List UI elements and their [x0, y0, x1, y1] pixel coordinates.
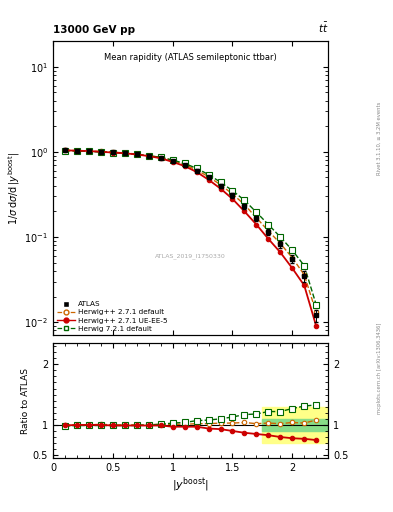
Text: Rivet 3.1.10, ≥ 3.2M events: Rivet 3.1.10, ≥ 3.2M events	[377, 101, 382, 175]
Bar	[263, 407, 328, 443]
Text: Mean rapidity (ATLAS semileptonic ttbar): Mean rapidity (ATLAS semileptonic ttbar)	[104, 53, 277, 62]
Text: $t\bar{t}$: $t\bar{t}$	[318, 20, 328, 35]
Bar	[263, 419, 328, 431]
Legend: ATLAS, Herwig++ 2.7.1 default, Herwig++ 2.7.1 UE-EE-5, Herwig 7.2.1 default: ATLAS, Herwig++ 2.7.1 default, Herwig++ …	[57, 301, 168, 332]
Text: mcplots.cern.ch [arXiv:1306.3436]: mcplots.cern.ch [arXiv:1306.3436]	[377, 323, 382, 414]
Text: ATLAS_2019_I1750330: ATLAS_2019_I1750330	[155, 253, 226, 259]
Text: 13000 GeV pp: 13000 GeV pp	[53, 25, 135, 35]
Y-axis label: Ratio to ATLAS: Ratio to ATLAS	[21, 368, 30, 434]
X-axis label: $|y^{\mathrm{boost}}|$: $|y^{\mathrm{boost}}|$	[172, 476, 209, 495]
Y-axis label: $1/\sigma\,\mathrm{d}\sigma/\mathrm{d}\,|y^{\mathrm{boost}}|$: $1/\sigma\,\mathrm{d}\sigma/\mathrm{d}\,…	[6, 152, 22, 225]
